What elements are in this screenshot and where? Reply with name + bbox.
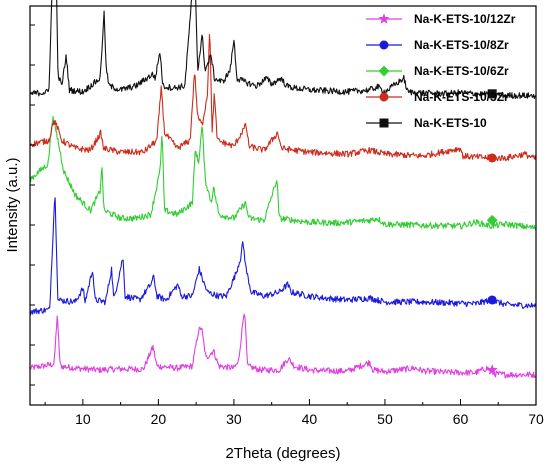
legend-label-1: Na-K-ETS-10/12Zr — [414, 12, 516, 26]
legend-label-3: Na-K-ETS-10/6Zr — [414, 64, 509, 78]
x-tick-label: 70 — [528, 411, 544, 427]
x-axis-title: 2Theta (degrees) — [225, 445, 340, 462]
series-marker-5 — [487, 89, 497, 99]
series-line-3 — [29, 115, 537, 231]
x-tick-label: 40 — [302, 411, 318, 427]
x-tick-label: 30 — [226, 411, 242, 427]
legend-marker-3 — [378, 65, 390, 77]
y-axis-ticks — [30, 24, 35, 386]
legend-label-2: Na-K-ETS-10/8Zr — [414, 38, 509, 52]
series-marker-4 — [487, 153, 497, 163]
series-marker-1 — [486, 364, 498, 375]
x-tick-label: 20 — [151, 411, 167, 427]
series-marker-3 — [486, 214, 498, 226]
series-marker-2 — [487, 295, 497, 305]
x-axis-ticks: 10 20 30 40 50 60 70 — [44, 399, 544, 427]
series-line-1 — [29, 313, 537, 379]
x-tick-label: 10 — [75, 411, 91, 427]
legend-label-5: Na-K-ETS-10 — [414, 116, 487, 130]
legend-marker-5 — [379, 118, 389, 128]
legend-marker-4 — [379, 92, 389, 102]
series-line-2 — [29, 197, 537, 316]
legend-marker-1 — [378, 13, 390, 24]
legend: Na-K-ETS-10/12Zr Na-K-ETS-10/8Zr Na-K-ETS-… — [366, 12, 516, 130]
y-axis-title: Intensity (a.u.) — [4, 157, 21, 252]
plot-series — [29, 0, 537, 379]
legend-label-4: Na-K-ETS-10/3Zr — [414, 90, 509, 104]
plot-frame — [29, 5, 537, 406]
legend-marker-2 — [379, 40, 389, 50]
x-tick-label: 60 — [453, 411, 469, 427]
x-tick-label: 50 — [377, 411, 393, 427]
series-line-4 — [29, 34, 537, 162]
series-line-5 — [29, 0, 537, 100]
